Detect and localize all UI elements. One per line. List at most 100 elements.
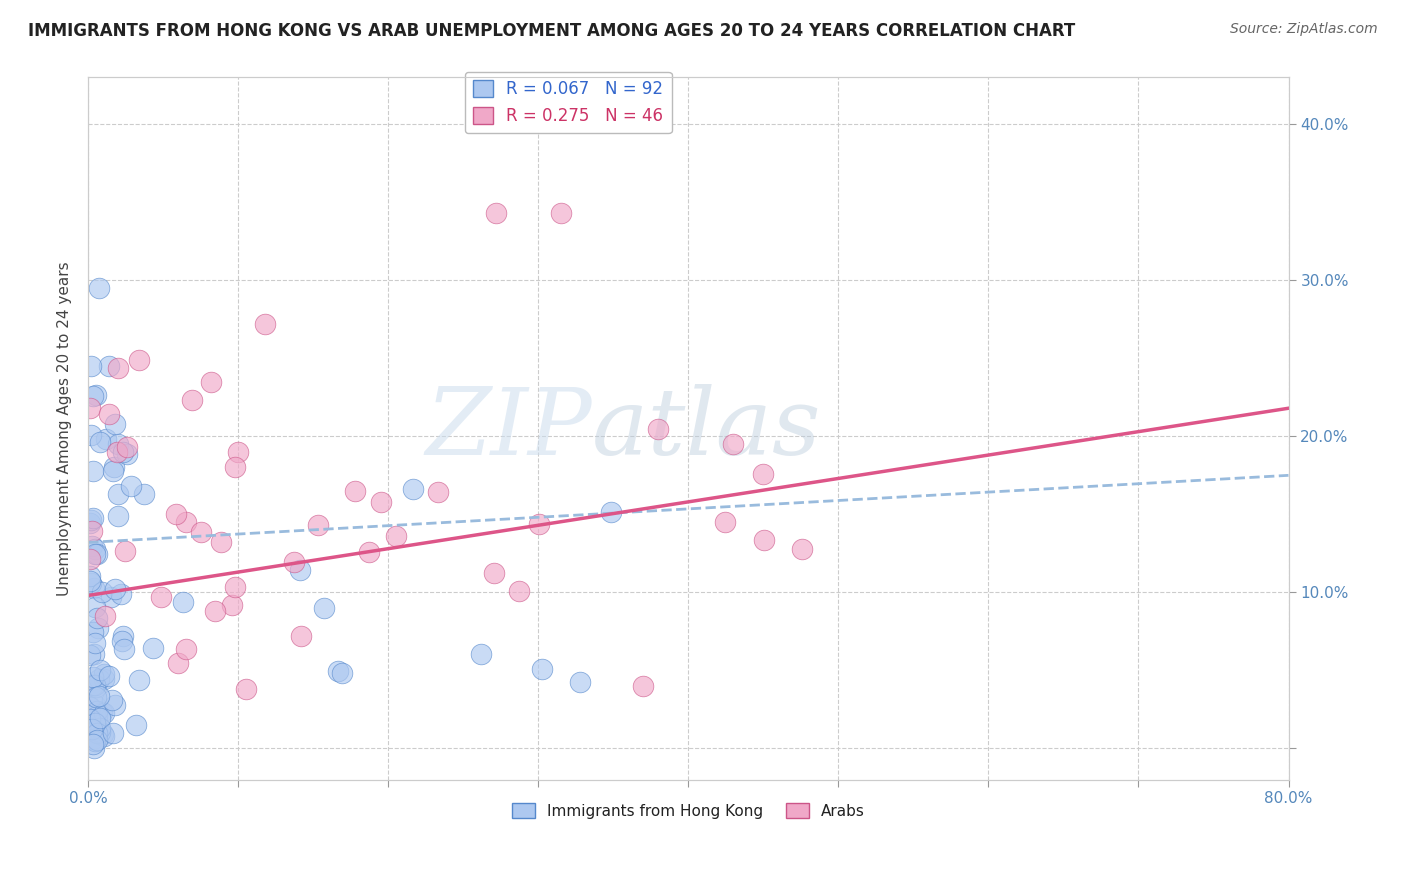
Point bbox=[93, 706, 115, 720]
Point bbox=[104, 417, 127, 432]
Point bbox=[79, 552, 101, 566]
Point bbox=[83, 734, 105, 748]
Point bbox=[82, 670, 104, 684]
Text: atlas: atlas bbox=[592, 384, 821, 474]
Point bbox=[107, 508, 129, 523]
Point bbox=[120, 478, 142, 492]
Point bbox=[89, 673, 111, 687]
Point bbox=[82, 625, 104, 640]
Point bbox=[104, 582, 127, 596]
Point bbox=[114, 544, 136, 558]
Point bbox=[283, 555, 305, 569]
Point bbox=[104, 698, 127, 713]
Point bbox=[328, 665, 350, 679]
Point bbox=[86, 611, 108, 625]
Point bbox=[172, 595, 194, 609]
Point bbox=[470, 648, 492, 662]
Point bbox=[103, 460, 125, 475]
Point bbox=[508, 584, 530, 599]
Point bbox=[254, 317, 277, 331]
Point bbox=[86, 621, 108, 635]
Point bbox=[754, 533, 776, 547]
Point bbox=[79, 699, 101, 714]
Legend: Immigrants from Hong Kong, Arabs: Immigrants from Hong Kong, Arabs bbox=[506, 797, 872, 824]
Point bbox=[101, 726, 124, 740]
Point bbox=[166, 656, 188, 670]
Point bbox=[89, 725, 111, 739]
Point bbox=[93, 667, 115, 681]
Point bbox=[226, 445, 249, 459]
Point bbox=[482, 566, 505, 580]
Point bbox=[209, 535, 232, 549]
Point bbox=[307, 517, 329, 532]
Point bbox=[89, 689, 111, 703]
Point bbox=[86, 726, 108, 740]
Point bbox=[83, 647, 105, 661]
Point bbox=[79, 712, 101, 726]
Point bbox=[200, 375, 222, 389]
Text: IMMIGRANTS FROM HONG KONG VS ARAB UNEMPLOYMENT AMONG AGES 20 TO 24 YEARS CORRELA: IMMIGRANTS FROM HONG KONG VS ARAB UNEMPL… bbox=[28, 22, 1076, 40]
Point bbox=[96, 433, 118, 447]
Point bbox=[647, 421, 669, 435]
Point bbox=[344, 483, 367, 498]
Point bbox=[426, 485, 449, 500]
Point bbox=[224, 460, 246, 475]
Point bbox=[84, 542, 107, 557]
Point bbox=[110, 587, 132, 601]
Point bbox=[80, 722, 103, 736]
Point bbox=[83, 741, 105, 756]
Point bbox=[101, 464, 124, 478]
Point bbox=[84, 690, 107, 704]
Point bbox=[107, 361, 129, 376]
Point bbox=[86, 704, 108, 718]
Point bbox=[84, 708, 107, 723]
Point bbox=[714, 516, 737, 530]
Point bbox=[290, 629, 312, 643]
Point bbox=[83, 547, 105, 561]
Point bbox=[531, 662, 554, 676]
Point bbox=[80, 428, 103, 442]
Point bbox=[79, 648, 101, 663]
Point bbox=[370, 495, 392, 509]
Point bbox=[181, 393, 204, 408]
Point bbox=[82, 464, 104, 478]
Point bbox=[93, 727, 115, 741]
Point bbox=[100, 590, 122, 604]
Point bbox=[485, 206, 508, 220]
Point bbox=[132, 487, 155, 501]
Point bbox=[204, 604, 226, 618]
Point bbox=[112, 642, 135, 657]
Point bbox=[128, 673, 150, 688]
Point bbox=[79, 401, 101, 415]
Text: Source: ZipAtlas.com: Source: ZipAtlas.com bbox=[1230, 22, 1378, 37]
Point bbox=[98, 407, 121, 421]
Point bbox=[176, 642, 198, 657]
Point bbox=[112, 445, 135, 459]
Point bbox=[86, 388, 108, 402]
Point bbox=[93, 672, 115, 686]
Point bbox=[568, 675, 591, 690]
Point bbox=[128, 353, 150, 368]
Point bbox=[80, 524, 103, 538]
Point bbox=[235, 682, 257, 697]
Point bbox=[723, 437, 745, 451]
Point bbox=[115, 440, 138, 454]
Point bbox=[190, 524, 212, 539]
Point bbox=[111, 629, 134, 643]
Point bbox=[124, 717, 146, 731]
Point bbox=[82, 737, 104, 751]
Point bbox=[80, 359, 103, 374]
Point bbox=[150, 590, 173, 604]
Point bbox=[83, 581, 105, 595]
Point bbox=[290, 563, 312, 577]
Point bbox=[83, 635, 105, 649]
Point bbox=[332, 665, 354, 680]
Point bbox=[91, 706, 114, 720]
Point bbox=[82, 511, 104, 525]
Point bbox=[80, 513, 103, 527]
Point bbox=[86, 708, 108, 723]
Point bbox=[86, 733, 108, 747]
Point bbox=[142, 640, 165, 655]
Point bbox=[84, 678, 107, 692]
Point bbox=[98, 359, 121, 373]
